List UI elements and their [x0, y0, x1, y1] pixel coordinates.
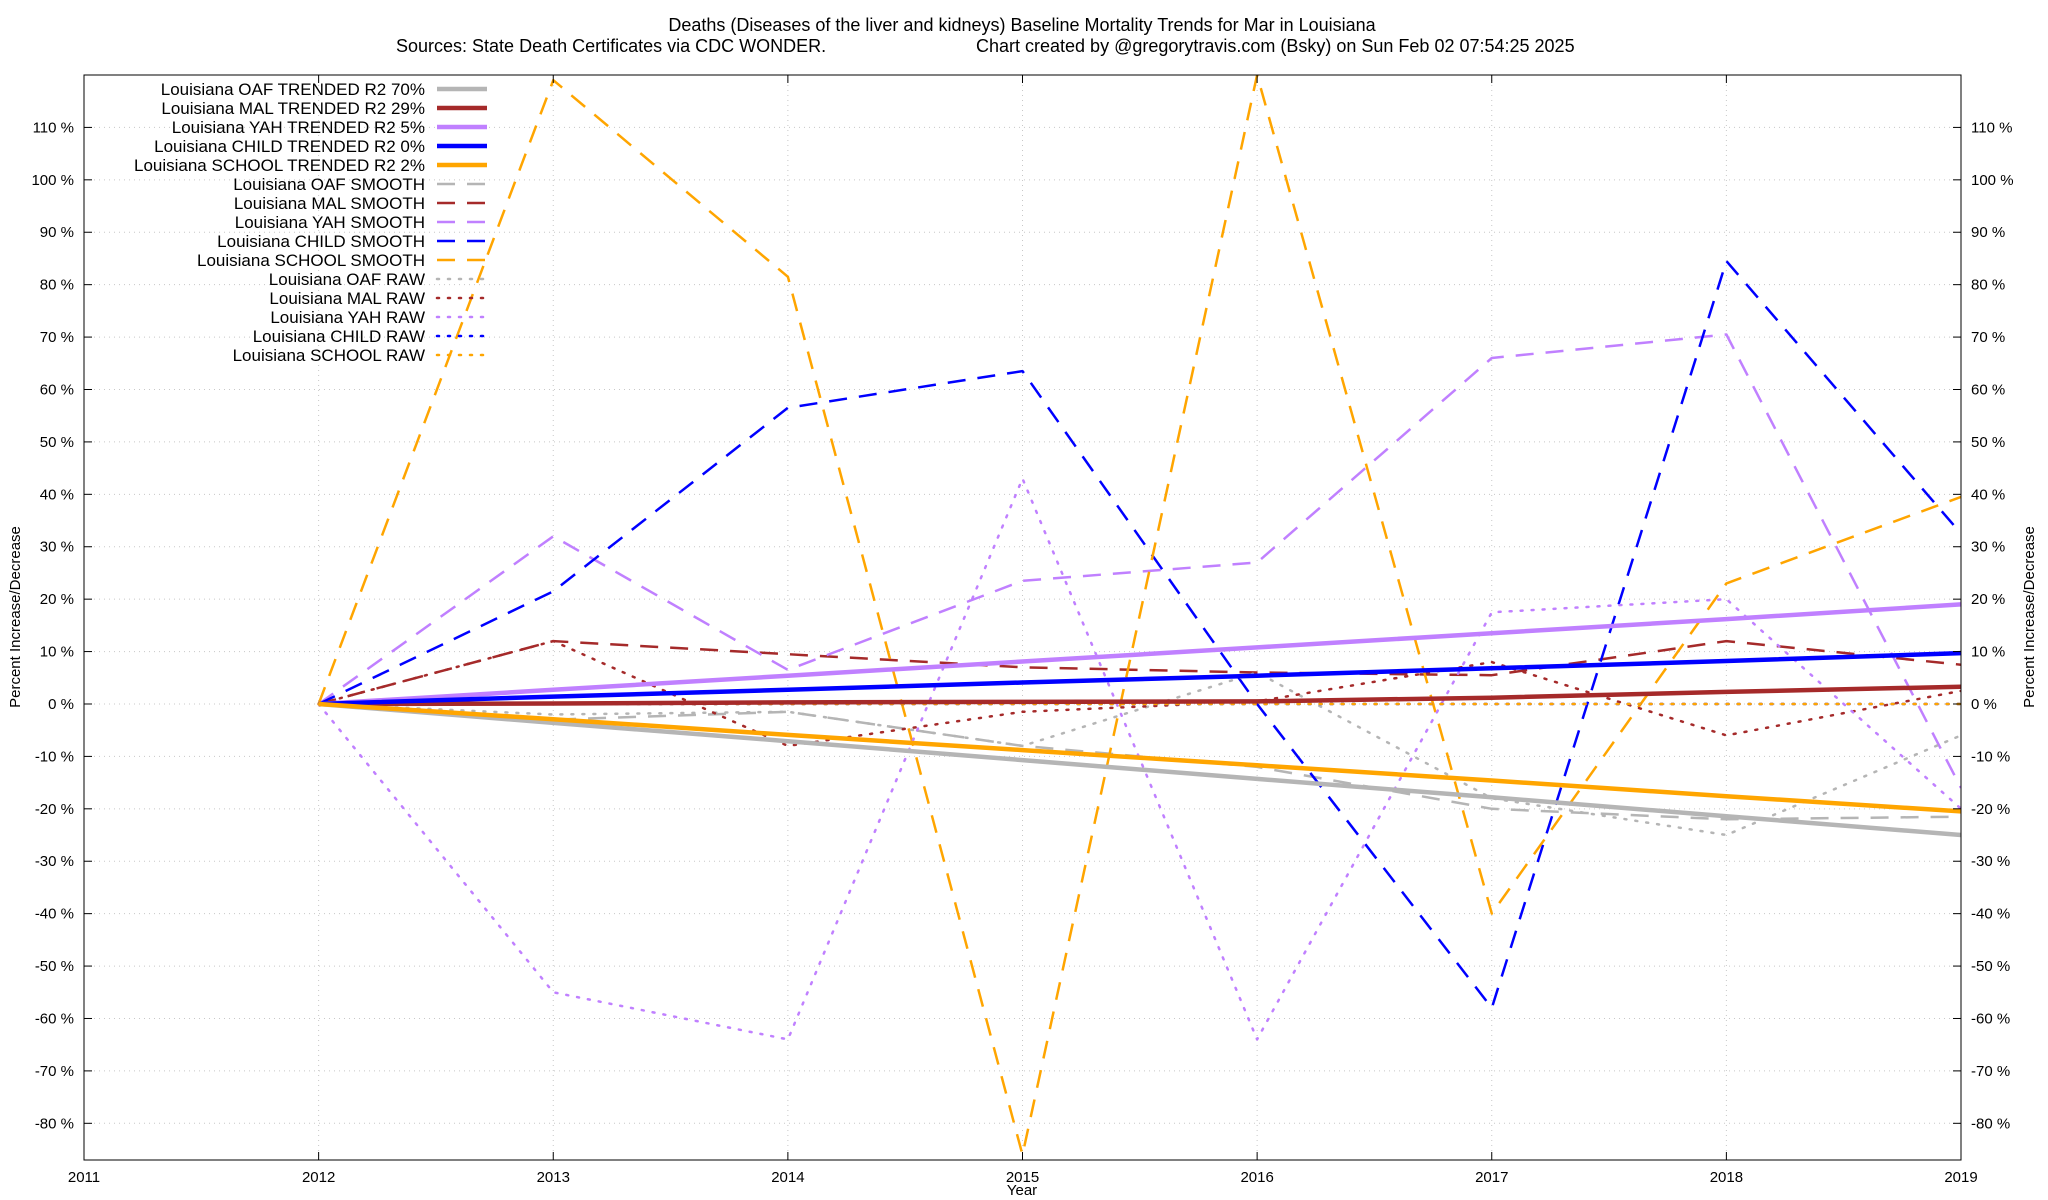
legend-label-louisiana-oaf-raw: Louisiana OAF RAW [269, 270, 425, 289]
y-tick-label: 40 % [40, 486, 74, 503]
series-line-louisiana-school-smooth [317, 75, 1961, 1157]
x-tick-label: 2012 [302, 1169, 335, 1186]
y2-tick-label: 50 % [1971, 434, 2005, 451]
y-tick-label: -80 % [35, 1115, 74, 1132]
y2-tick-label: -50 % [1971, 958, 2010, 975]
series-line-louisiana-yah-raw [317, 477, 1961, 1041]
series-line-louisiana-mal-trended-r2-29 [318, 684, 1961, 707]
y2-tick-label: 10 % [1971, 644, 2005, 661]
y-tick-label: 10 % [40, 644, 74, 661]
series-line-louisiana-child-smooth [318, 259, 1961, 1010]
series-line-louisiana-yah-trended-r2-5 [318, 602, 1961, 707]
legend-label-louisiana-yah-trended-r2-5: Louisiana YAH TRENDED R2 5% [172, 118, 425, 137]
y2-tick-label: 100 % [1971, 172, 2014, 189]
legend-label-louisiana-school-raw: Louisiana SCHOOL RAW [233, 346, 425, 365]
series-line-louisiana-oaf-trended-r2-70 [318, 701, 1961, 838]
y2-tick-label: -30 % [1971, 853, 2010, 870]
legend-label-louisiana-oaf-smooth: Louisiana OAF SMOOTH [233, 175, 425, 194]
y-tick-label: 80 % [40, 277, 74, 294]
legend-label-louisiana-yah-smooth: Louisiana YAH SMOOTH [235, 213, 425, 232]
legend-label-louisiana-school-smooth: Louisiana SCHOOL SMOOTH [197, 251, 425, 270]
x-axis-label: Year [1007, 1182, 1037, 1199]
series-line-louisiana-mal-raw [317, 639, 1961, 748]
x-tick-label: 2016 [1240, 1169, 1273, 1186]
legend-label-louisiana-mal-trended-r2-29: Louisiana MAL TRENDED R2 29% [161, 99, 425, 118]
x-tick-label: 2015 [1006, 1169, 1039, 1186]
series-line-louisiana-child-trended-r2-0 [318, 650, 1961, 707]
x-axis-tick-labels: 2011 2012 2013 2014 2015 2016 2017 2018 2019 [68, 1169, 1978, 1186]
y2-tick-label: 40 % [1971, 486, 2005, 503]
y-tick-label: 50 % [40, 434, 74, 451]
x-tick-label: 2017 [1475, 1169, 1508, 1186]
y-tick-label: 60 % [40, 381, 74, 398]
legend-label-louisiana-mal-smooth: Louisiana MAL SMOOTH [234, 194, 425, 213]
legend: Louisiana OAF TRENDED R2 70%Louisiana MA… [134, 80, 489, 365]
legend-label-louisiana-school-trended-r2-2: Louisiana SCHOOL TRENDED R2 2% [134, 156, 425, 175]
y2-tick-label: 90 % [1971, 224, 2005, 241]
y2-tick-label: -60 % [1971, 1010, 2010, 1027]
y-tick-label: 110 % [33, 119, 74, 136]
series-line-louisiana-yah-smooth [317, 333, 1961, 789]
y2-tick-label: 80 % [1971, 277, 2005, 294]
y-axis-tick-labels-right: 110 % 100 % 90 % 80 % 70 % 60 % 50 % 40 % 30 % 20… [1971, 119, 2014, 1132]
y-tick-label: -70 % [35, 1063, 74, 1080]
y-tick-label: -50 % [35, 958, 74, 975]
y-tick-label: -40 % [35, 906, 74, 923]
series-line-louisiana-oaf-raw [317, 671, 1961, 837]
x-tick-label: 2013 [537, 1169, 570, 1186]
y-tick-label: -10 % [35, 748, 74, 765]
y2-tick-label: 110 % [1971, 119, 2012, 136]
y2-tick-label: 30 % [1971, 539, 2005, 556]
y-tick-label: 90 % [40, 224, 74, 241]
y-tick-label: -30 % [35, 853, 74, 870]
y2-tick-label: 0 % [1971, 696, 1997, 713]
tick-marks [83, 75, 1962, 1160]
y-tick-label: -60 % [35, 1010, 74, 1027]
x-tick-label: 2018 [1710, 1169, 1743, 1186]
x-tick-label: 2011 [68, 1169, 100, 1186]
y-tick-label: 0 % [48, 696, 74, 713]
legend-label-louisiana-yah-raw: Louisiana YAH RAW [270, 308, 425, 327]
legend-label-louisiana-child-smooth: Louisiana CHILD SMOOTH [217, 232, 425, 251]
y2-tick-label: -80 % [1971, 1115, 2010, 1132]
series-layer [317, 75, 1961, 1157]
legend-label-louisiana-child-raw: Louisiana CHILD RAW [253, 327, 425, 346]
legend-label-louisiana-child-trended-r2-0: Louisiana CHILD TRENDED R2 0% [154, 137, 425, 156]
legend-label-louisiana-mal-raw: Louisiana MAL RAW [269, 289, 425, 308]
y-tick-label: 100 % [31, 172, 74, 189]
x-tick-label: 2014 [771, 1169, 804, 1186]
y-axis-label: Percent Increase/Decrease [7, 526, 24, 708]
y-tick-label: 30 % [40, 539, 74, 556]
series-line-louisiana-mal-smooth [318, 639, 1961, 706]
chart-credit-note: Chart created by @gregorytravis.com (Bsk… [976, 36, 1575, 56]
y2-tick-label: 20 % [1971, 591, 2005, 608]
y2-tick-label: 70 % [1971, 329, 2005, 346]
chart-title: Deaths (Diseases of the liver and kidney… [668, 15, 1376, 35]
y2-tick-label: 60 % [1971, 381, 2005, 398]
y2-axis-label: Percent Increase/Decrease [2021, 526, 2038, 708]
y-tick-label: -20 % [35, 801, 74, 818]
chart-source-note: Sources: State Death Certificates via CD… [396, 36, 826, 56]
y-tick-label: 70 % [40, 329, 74, 346]
y2-tick-label: -20 % [1971, 801, 2010, 818]
y2-tick-label: -10 % [1971, 748, 2010, 765]
legend-label-louisiana-oaf-trended-r2-70: Louisiana OAF TRENDED R2 70% [161, 80, 425, 99]
x-tick-label: 2019 [1944, 1169, 1977, 1186]
y-tick-label: 20 % [40, 591, 74, 608]
y2-tick-label: -70 % [1971, 1063, 2010, 1080]
y-axis-tick-labels-left: 110 % 100 % 90 % 80 % 70 % 60 % 50 % 40 % 30 % 20… [31, 119, 74, 1132]
y2-tick-label: -40 % [1971, 906, 2010, 923]
series-line-louisiana-school-trended-r2-2 [318, 701, 1961, 814]
